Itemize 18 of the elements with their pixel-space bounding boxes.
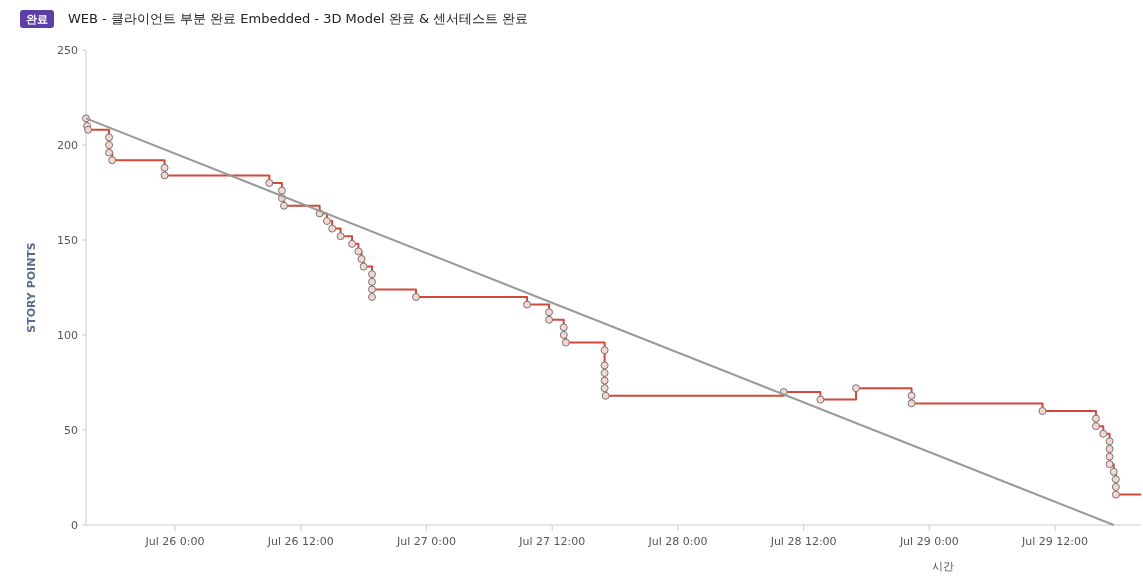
x-tick-label: Jul 26 12:00 [266,535,334,548]
y-axis-title: STORY POINTS [25,242,38,333]
x-axis-title: 시간 [932,560,954,573]
x-tick-label: Jul 26 0:00 [144,535,205,548]
x-tick-label: Jul 27 0:00 [396,535,456,548]
y-tick-label: 0 [71,519,78,532]
badge: 완료 [20,10,54,28]
y-tick-label: 50 [64,424,78,437]
x-tick-label: Jul 28 0:00 [647,535,708,548]
x-tick-label: Jul 27 12:00 [518,535,586,548]
x-tick-label: Jul 29 0:00 [898,535,959,548]
y-tick-label: 200 [57,139,78,152]
chart-title: WEB - 클라이언트 부분 완료 Embedded - 3D Model 완료 & 센서테스트 완료 [68,11,529,26]
y-tick-label: 100 [57,329,78,342]
x-tick-label: Jul 28 12:00 [769,535,837,548]
x-tick-label: Jul 29 12:00 [1021,535,1089,548]
y-tick-label: 150 [57,234,78,247]
y-tick-label: 250 [57,44,78,57]
